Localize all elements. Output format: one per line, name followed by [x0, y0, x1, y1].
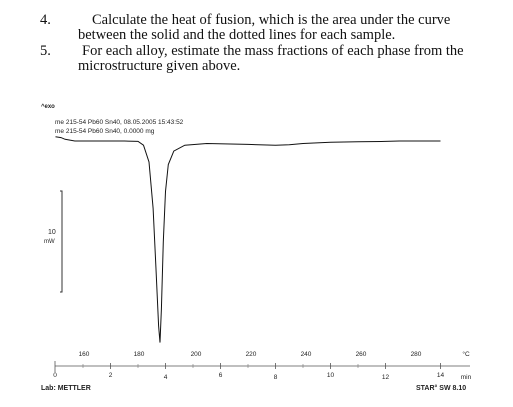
scale-bar-value: 10: [48, 229, 56, 236]
question-4: 4. Calculate the heat of fusion, which i…: [40, 13, 510, 43]
question-5: 5. For each alloy, estimate the mass fra…: [40, 44, 510, 74]
lab-label: Lab: METTLER: [41, 385, 91, 392]
time-tick-label: 4: [164, 374, 168, 381]
sample-info-line: me 215-54 Pb60 Sn40, 08.05.2005 15:43:52: [55, 119, 184, 126]
temperature-tick-label: 240: [301, 351, 312, 358]
time-tick-label: 0: [53, 372, 57, 379]
time-tick-label: 8: [274, 374, 278, 381]
question-text-line: For each alloy, estimate the mass fracti…: [82, 43, 464, 59]
time-tick-label: 2: [109, 372, 113, 379]
scale-bar-unit: mW: [44, 239, 55, 245]
temperature-tick-label: 200: [191, 351, 202, 358]
question-text-line: between the solid and the dotted lines f…: [78, 27, 396, 43]
time-unit: min: [461, 374, 472, 381]
time-tick-label: 12: [382, 374, 390, 381]
temperature-tick-label: 260: [356, 351, 367, 358]
software-label: STAR° SW 8.10: [416, 385, 467, 392]
question-text-line: Calculate the heat of fusion, which is t…: [92, 12, 451, 28]
question-number: 4.: [40, 12, 51, 28]
time-tick-label: 6: [219, 372, 223, 379]
exo-label: ^exo: [41, 104, 55, 110]
dsc-curve: [55, 136, 441, 343]
scale-bar: [60, 190, 63, 293]
time-tick-label: 14: [437, 372, 445, 379]
question-text-line: microstructure given above.: [78, 58, 241, 74]
temperature-tick-label: 220: [246, 351, 257, 358]
temperature-tick-label: 280: [411, 351, 422, 358]
temperature-unit: °C: [462, 350, 470, 358]
sample-info-line: me 215-54 Pb60 Sn40, 0.0000 mg: [55, 128, 155, 135]
question-number: 5.: [40, 43, 51, 59]
time-tick-label: 10: [327, 372, 335, 379]
temperature-tick-label: 180: [134, 351, 145, 358]
temperature-tick-label: 160: [79, 351, 90, 358]
